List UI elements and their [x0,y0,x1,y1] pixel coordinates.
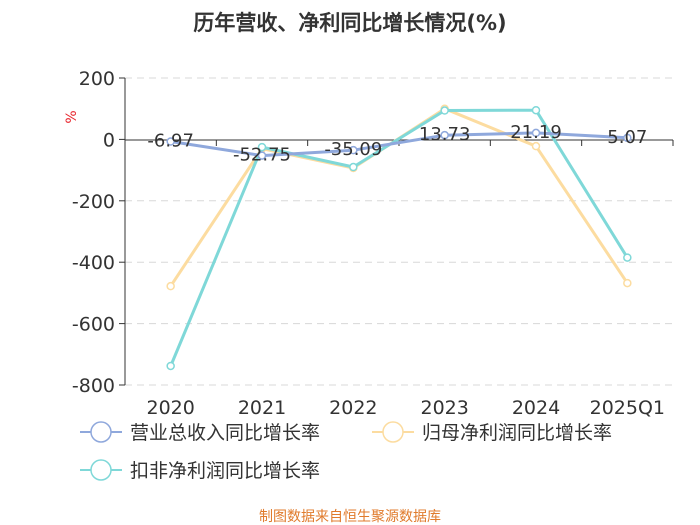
data-point [623,278,632,288]
y-tick-labels: 200 0 -200 -400 -600 -800 [72,68,115,397]
data-point [349,145,358,155]
legend-marker [90,421,112,443]
legend-label: 归母净利润同比增长率 [422,422,612,444]
data-point [257,151,267,160]
data-label: -6.97 [147,131,194,152]
x-tick-label: 2020 [146,397,194,419]
x-tick-label: 2024 [512,397,560,419]
legend-item[interactable]: 营业总收入同比增长率 [80,421,320,444]
data-labels: -6.97 -52.75 -35.09 13.73 21.19 5.07 [147,122,647,166]
legend-item[interactable]: 扣非净利润同比增长率 [80,459,320,482]
chart-title: 历年营收、净利同比增长情况(%) [193,11,506,35]
x-tick-label: 2025Q1 [590,397,665,419]
y-tick-label: 200 [79,68,115,90]
data-point [440,130,449,140]
x-tick-labels: 2020 2021 2022 2023 2024 2025Q1 [146,397,665,419]
data-point [166,361,175,371]
y-tick-label: -200 [72,191,115,213]
legend-marker [382,421,404,443]
legend-item[interactable]: 归母净利润同比增长率 [372,421,612,444]
data-point [531,141,541,151]
x-tick-label: 2023 [420,397,468,419]
data-label: -35.09 [324,139,382,160]
data-point [623,133,632,143]
y-tick-label: -400 [72,252,115,274]
data-point [166,281,175,291]
legend-marker [90,459,112,481]
legend-label: 扣非净利润同比增长率 [130,460,320,482]
data-point [531,105,541,115]
data-point [257,142,267,152]
data-point [623,253,632,262]
data-point [349,162,358,172]
data-label: 21.19 [510,122,562,143]
data-label: -52.75 [233,145,291,166]
y-tick-label: -600 [72,314,115,336]
x-tick-label: 2021 [238,397,286,419]
series-line [170,131,628,158]
data-point [166,137,175,146]
legend-label: 营业总收入同比增长率 [130,422,320,444]
x-tick-label: 2022 [329,397,377,419]
y-tick-label: 0 [103,129,115,151]
series-layer [166,104,632,371]
y-axis-unit: % [64,110,80,123]
y-tick-label: -800 [72,375,115,397]
data-point [440,106,449,115]
data-label: 5.07 [607,127,647,148]
data-point [531,128,541,138]
source-note: 制图数据来自恒生聚源数据库 [259,509,441,525]
data-label: 13.73 [419,124,471,145]
grid-lines [119,77,673,386]
